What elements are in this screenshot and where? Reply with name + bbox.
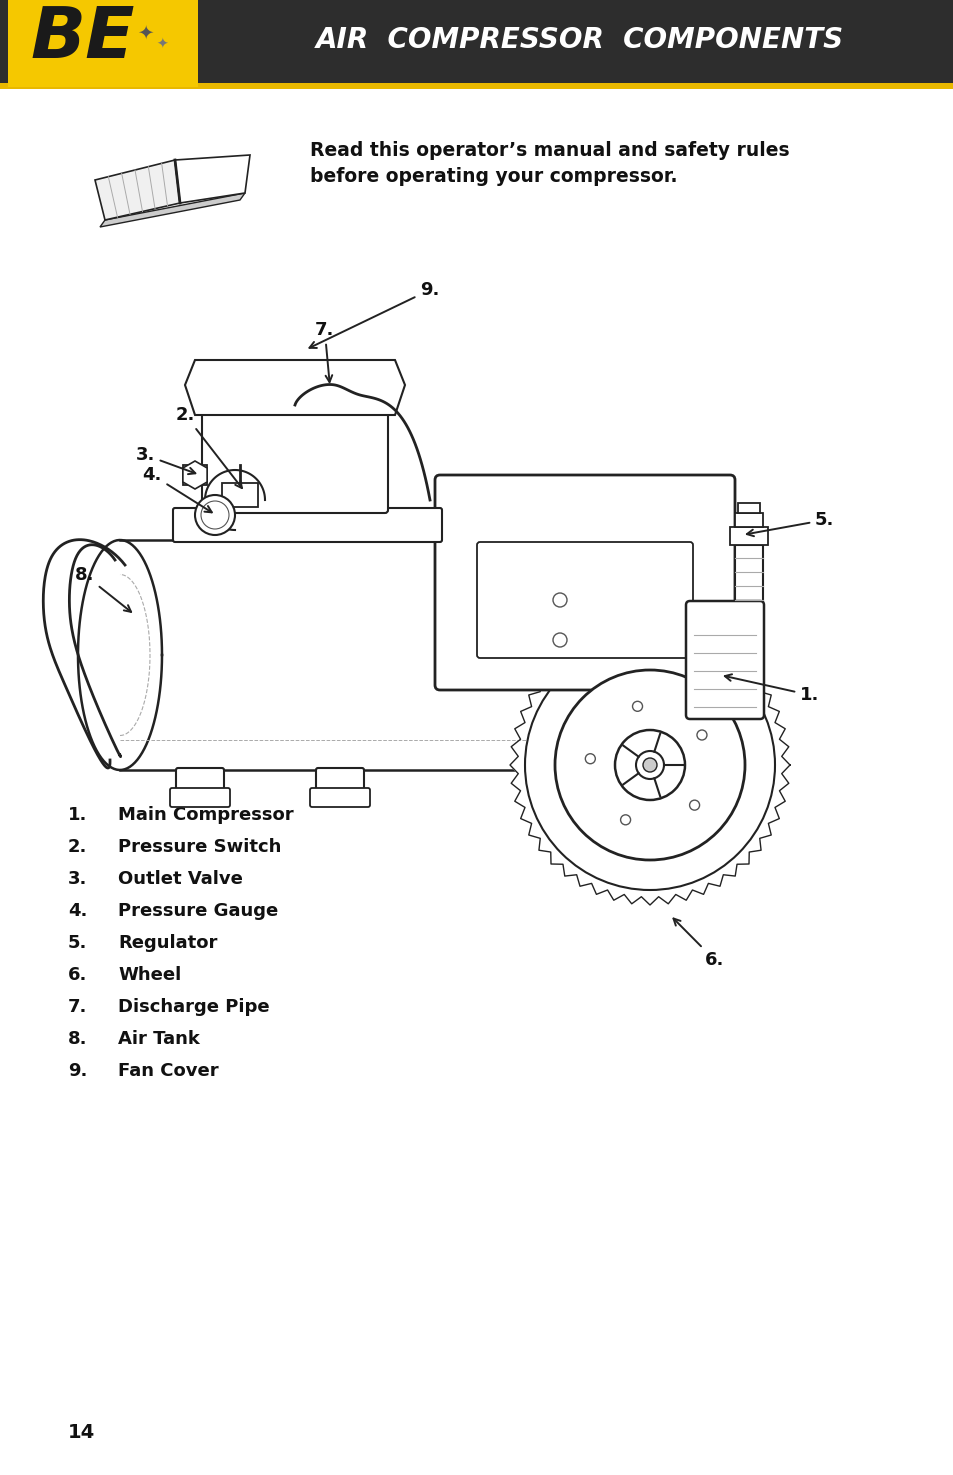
Text: before operating your compressor.: before operating your compressor.	[310, 168, 677, 186]
Circle shape	[615, 730, 684, 799]
Text: BE: BE	[30, 3, 134, 72]
Circle shape	[553, 633, 566, 648]
Text: 8.: 8.	[75, 566, 131, 612]
Circle shape	[201, 502, 229, 530]
Bar	[0, 83, 953, 88]
Polygon shape	[622, 540, 706, 770]
Text: 6.: 6.	[68, 966, 88, 984]
Bar	[738, 503, 760, 513]
FancyBboxPatch shape	[685, 600, 763, 718]
Circle shape	[697, 730, 706, 740]
Text: Wheel: Wheel	[118, 966, 181, 984]
Text: Pressure Switch: Pressure Switch	[118, 838, 281, 856]
Circle shape	[524, 640, 774, 889]
Circle shape	[585, 754, 595, 764]
Text: 9.: 9.	[68, 1062, 88, 1080]
Text: Discharge Pipe: Discharge Pipe	[118, 999, 270, 1016]
Text: ✦: ✦	[136, 24, 153, 43]
Text: Fan Cover: Fan Cover	[118, 1062, 218, 1080]
Polygon shape	[510, 625, 789, 906]
Text: Pressure Gauge: Pressure Gauge	[118, 903, 278, 920]
Text: 4.: 4.	[68, 903, 88, 920]
FancyBboxPatch shape	[476, 541, 692, 658]
Text: ✦: ✦	[156, 38, 168, 52]
FancyBboxPatch shape	[435, 475, 734, 690]
FancyBboxPatch shape	[202, 412, 388, 513]
Text: 7.: 7.	[314, 322, 334, 382]
Polygon shape	[185, 360, 405, 414]
Circle shape	[553, 593, 566, 608]
Bar	[0, 0, 953, 83]
Bar	[222, 482, 257, 507]
FancyBboxPatch shape	[172, 507, 441, 541]
Polygon shape	[78, 540, 162, 770]
FancyBboxPatch shape	[310, 788, 370, 807]
Circle shape	[642, 758, 657, 771]
Text: 1.: 1.	[724, 674, 819, 704]
Text: 2.: 2.	[175, 406, 242, 488]
Text: Air Tank: Air Tank	[118, 1030, 200, 1049]
Text: Main Compressor: Main Compressor	[118, 805, 294, 825]
Bar	[734, 544, 762, 605]
FancyBboxPatch shape	[175, 768, 224, 792]
Text: 3.: 3.	[68, 870, 88, 888]
Text: 9.: 9.	[309, 282, 439, 348]
Polygon shape	[100, 193, 245, 227]
Text: 8.: 8.	[68, 1030, 88, 1049]
Text: 3.: 3.	[135, 445, 195, 473]
Polygon shape	[174, 155, 250, 204]
Circle shape	[632, 701, 642, 711]
Text: 7.: 7.	[68, 999, 88, 1016]
Text: 4.: 4.	[143, 466, 212, 512]
Circle shape	[636, 751, 663, 779]
Text: 1.: 1.	[68, 805, 88, 825]
Polygon shape	[183, 462, 207, 490]
Bar	[8, 0, 198, 87]
Bar	[183, 465, 207, 485]
Circle shape	[689, 799, 699, 810]
Bar	[729, 527, 767, 544]
Polygon shape	[95, 159, 180, 220]
Text: Regulator: Regulator	[118, 934, 217, 951]
FancyBboxPatch shape	[120, 540, 664, 770]
Text: 5.: 5.	[746, 510, 834, 537]
FancyBboxPatch shape	[170, 788, 230, 807]
Text: 14: 14	[68, 1423, 95, 1443]
Bar	[734, 513, 762, 527]
FancyBboxPatch shape	[315, 768, 364, 792]
Circle shape	[194, 496, 234, 535]
Text: AIR  COMPRESSOR  COMPONENTS: AIR COMPRESSOR COMPONENTS	[315, 27, 843, 55]
Text: Read this operator’s manual and safety rules: Read this operator’s manual and safety r…	[310, 140, 789, 159]
Circle shape	[620, 814, 630, 825]
Text: 2.: 2.	[68, 838, 88, 856]
Circle shape	[555, 670, 744, 860]
Text: 6.: 6.	[673, 919, 723, 969]
Text: 5.: 5.	[68, 934, 88, 951]
Text: Outlet Valve: Outlet Valve	[118, 870, 243, 888]
